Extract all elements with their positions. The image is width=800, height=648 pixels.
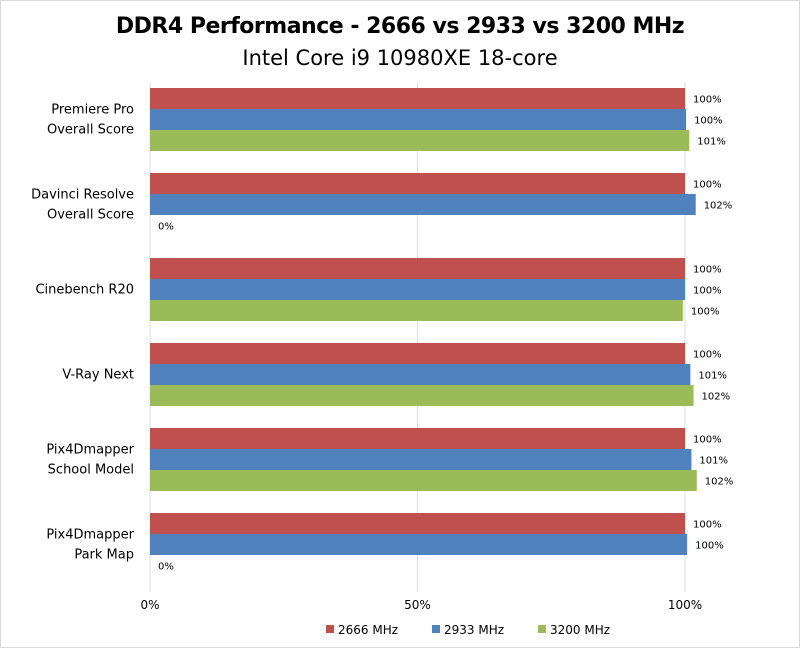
data-label: 100% <box>691 307 720 318</box>
data-label: 100% <box>694 116 723 127</box>
category-label: School Model <box>48 463 134 478</box>
legend-label: 2666 MHz <box>338 623 398 637</box>
bar-3200-mhz <box>150 300 683 321</box>
chart-title: DDR4 Performance - 2666 vs 2933 vs 3200 … <box>115 14 685 39</box>
data-label: 101% <box>698 371 727 382</box>
data-label: 0% <box>158 562 174 573</box>
x-tick-label: 0% <box>140 598 159 612</box>
bar-2933-mhz <box>150 279 685 300</box>
bar-3200-mhz <box>150 130 690 151</box>
x-tick-label: 100% <box>668 598 702 612</box>
data-label: 0% <box>158 222 174 233</box>
data-label: 100% <box>693 435 722 446</box>
data-label: 100% <box>693 520 722 531</box>
data-label: 102% <box>704 201 733 212</box>
bar-2933-mhz <box>150 534 688 555</box>
bar-2666-mhz <box>150 173 685 194</box>
legend-label: 2933 MHz <box>444 623 504 637</box>
bar-2666-mhz <box>150 88 685 109</box>
category-label: Davinci Resolve <box>31 188 134 203</box>
bar-2666-mhz <box>150 343 685 364</box>
bar-2933-mhz <box>150 449 692 470</box>
bar-2666-mhz <box>150 428 685 449</box>
legend-label: 3200 MHz <box>550 623 610 637</box>
data-label: 100% <box>693 180 722 191</box>
bar-3200-mhz <box>150 385 694 406</box>
data-label: 102% <box>702 392 731 403</box>
category-label: Pix4Dmapper <box>46 443 134 458</box>
category-label: Overall Score <box>47 208 134 223</box>
category-label: Cinebench R20 <box>35 283 134 298</box>
data-label: 100% <box>693 265 722 276</box>
data-label: 101% <box>697 137 726 148</box>
chart-subtitle: Intel Core i9 10980XE 18-core <box>242 46 558 70</box>
bar-2933-mhz <box>150 194 696 215</box>
legend-swatch <box>538 625 546 633</box>
bar-2933-mhz <box>150 364 691 385</box>
bar-3200-mhz <box>150 470 697 491</box>
bar-2666-mhz <box>150 258 685 279</box>
category-label: V-Ray Next <box>62 368 134 383</box>
data-label: 100% <box>693 350 722 361</box>
legend-swatch <box>326 625 334 633</box>
bar-2666-mhz <box>150 513 685 534</box>
category-label: Pix4Dmapper <box>46 528 134 543</box>
data-label: 100% <box>695 541 724 552</box>
category-label: Premiere Pro <box>51 103 134 118</box>
data-label: 100% <box>693 286 722 297</box>
data-label: 102% <box>705 477 734 488</box>
bar-2933-mhz <box>150 109 687 130</box>
data-label: 100% <box>693 95 722 106</box>
x-tick-label: 50% <box>404 598 431 612</box>
data-label: 101% <box>699 456 728 467</box>
category-label: Park Map <box>74 548 134 563</box>
legend-swatch <box>432 625 440 633</box>
category-label: Overall Score <box>47 123 134 138</box>
